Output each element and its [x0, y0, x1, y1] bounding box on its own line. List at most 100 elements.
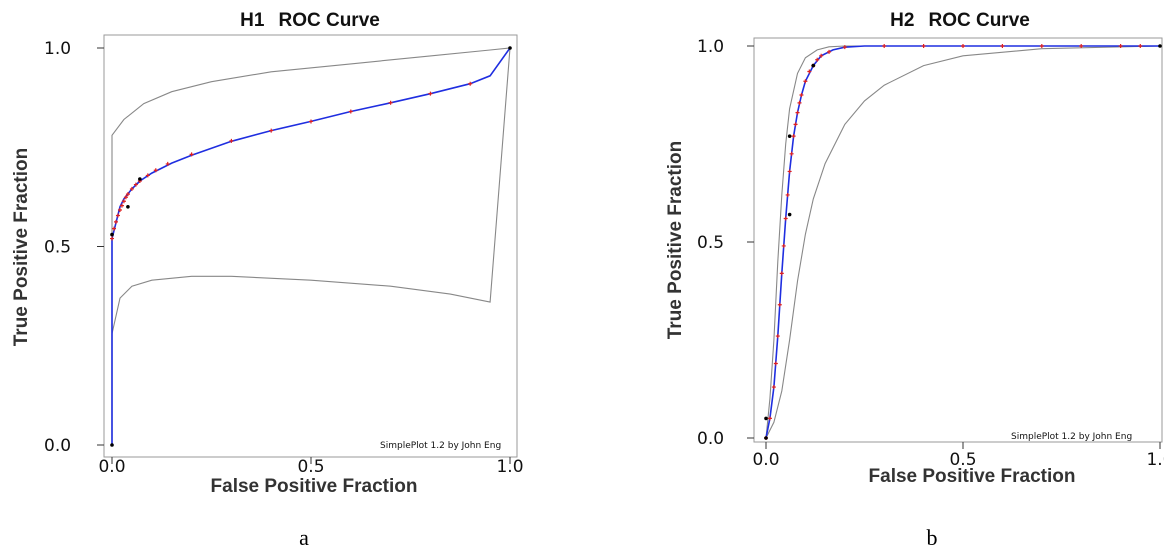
fit-point — [1000, 44, 1005, 48]
fit-point — [797, 100, 802, 105]
y-axis-label: True Positive Fraction — [11, 148, 32, 347]
fit-point — [882, 44, 887, 48]
fit-point — [121, 199, 126, 204]
panel-caption: a — [299, 525, 309, 550]
fit-point — [781, 243, 786, 248]
x-axis-label: False Positive Fraction — [211, 476, 418, 497]
fit-point — [785, 192, 790, 197]
fit-point — [789, 151, 794, 156]
fit-point — [799, 93, 804, 97]
lower-bound-curve — [111, 47, 511, 445]
fit-point — [795, 110, 800, 115]
y-tick-label: 0.5 — [44, 238, 71, 258]
fit-point — [153, 168, 158, 173]
fit-point — [229, 138, 234, 143]
x-tick-label: 1.0 — [496, 457, 523, 477]
fit-point — [803, 79, 808, 84]
x-tick-label: 0.5 — [949, 450, 976, 470]
y-axis-label: True Positive Fraction — [665, 141, 686, 340]
data-point — [787, 134, 792, 138]
x-tick-label: 1.0 — [1146, 450, 1164, 470]
fit-point — [117, 207, 122, 212]
plot-area — [764, 44, 1162, 440]
fit-point — [348, 109, 353, 114]
data-point — [126, 205, 130, 209]
fit-point — [819, 53, 824, 58]
fit-point — [783, 216, 788, 221]
fit-point — [468, 81, 473, 86]
fit-point — [125, 192, 130, 197]
fit-point — [113, 219, 118, 224]
fit-point — [842, 45, 847, 50]
fit-point — [1039, 44, 1044, 48]
fit-point — [791, 134, 796, 139]
y-tick-label: 1.0 — [697, 37, 724, 57]
fit-point — [110, 236, 114, 241]
x-tick-label: 0.0 — [752, 450, 779, 470]
roc-panel-2: H2 ROC Curve False Positive Fraction True P… — [665, 10, 1164, 550]
fit-point — [807, 69, 812, 74]
roc-panel-1: H1 ROC Curve False Positive Fraction True P… — [11, 10, 524, 550]
fit-point — [777, 302, 782, 307]
fit-point — [793, 122, 798, 127]
y-tick-label: 0.0 — [44, 436, 71, 456]
fit-point — [115, 213, 120, 218]
upper-bound-curve — [765, 45, 1160, 439]
panel-caption: b — [927, 525, 938, 550]
fit-point — [119, 203, 124, 208]
fit-point — [269, 128, 274, 133]
fit-point — [165, 161, 170, 166]
fit-point — [129, 186, 134, 191]
chart-title-text: ROC Curve — [928, 10, 1029, 31]
fit-point — [111, 226, 116, 231]
y-tick-label: 0.0 — [697, 429, 724, 449]
fit-point — [779, 271, 784, 276]
fit-point — [145, 173, 150, 178]
fit-point — [771, 385, 776, 390]
x-tick-label: 0.0 — [98, 457, 125, 477]
credit-text: SimplePlot 1.2 by John Eng — [1011, 432, 1132, 442]
data-point — [787, 212, 792, 217]
data-point — [110, 443, 114, 447]
data-point — [1158, 44, 1162, 48]
plot-area — [110, 46, 512, 447]
fit-point — [775, 334, 780, 339]
chart-title: H2 ROC Curve — [890, 10, 1030, 31]
upper-bound-curve — [111, 47, 511, 445]
fitted-roc-curve — [765, 45, 1160, 439]
fit-point — [961, 44, 965, 48]
fit-point — [1118, 44, 1123, 48]
fitted-roc-curve — [111, 47, 511, 445]
data-point — [138, 177, 142, 181]
chart-title-text: ROC Curve — [278, 10, 379, 31]
fit-point — [1079, 44, 1084, 48]
fit-point — [309, 119, 313, 124]
plot-frame — [103, 34, 518, 458]
chart-title: H1 ROC Curve — [240, 10, 380, 31]
fit-point — [428, 91, 433, 96]
x-tick-label: 0.5 — [297, 457, 324, 477]
chart-title-prefix: H1 — [240, 10, 265, 31]
y-tick-label: 0.5 — [697, 233, 724, 253]
data-point — [764, 416, 768, 421]
fit-point — [133, 182, 138, 187]
fit-point — [921, 44, 926, 48]
fit-point — [767, 416, 772, 421]
fit-point — [388, 100, 393, 105]
fit-point — [815, 57, 820, 62]
data-point — [764, 436, 768, 440]
fit-point — [773, 361, 778, 366]
data-point — [508, 46, 512, 50]
fit-point — [123, 195, 128, 200]
data-point — [110, 232, 114, 237]
lower-bound-curve — [765, 45, 1161, 439]
chart-title-prefix: H2 — [890, 10, 914, 31]
credit-text: SimplePlot 1.2 by John Eng — [380, 441, 501, 451]
fit-point — [827, 49, 832, 54]
plot-frame — [753, 37, 1163, 443]
fit-point — [787, 169, 792, 174]
data-point — [811, 63, 816, 68]
fit-point — [189, 152, 194, 157]
fit-point — [1138, 44, 1143, 48]
